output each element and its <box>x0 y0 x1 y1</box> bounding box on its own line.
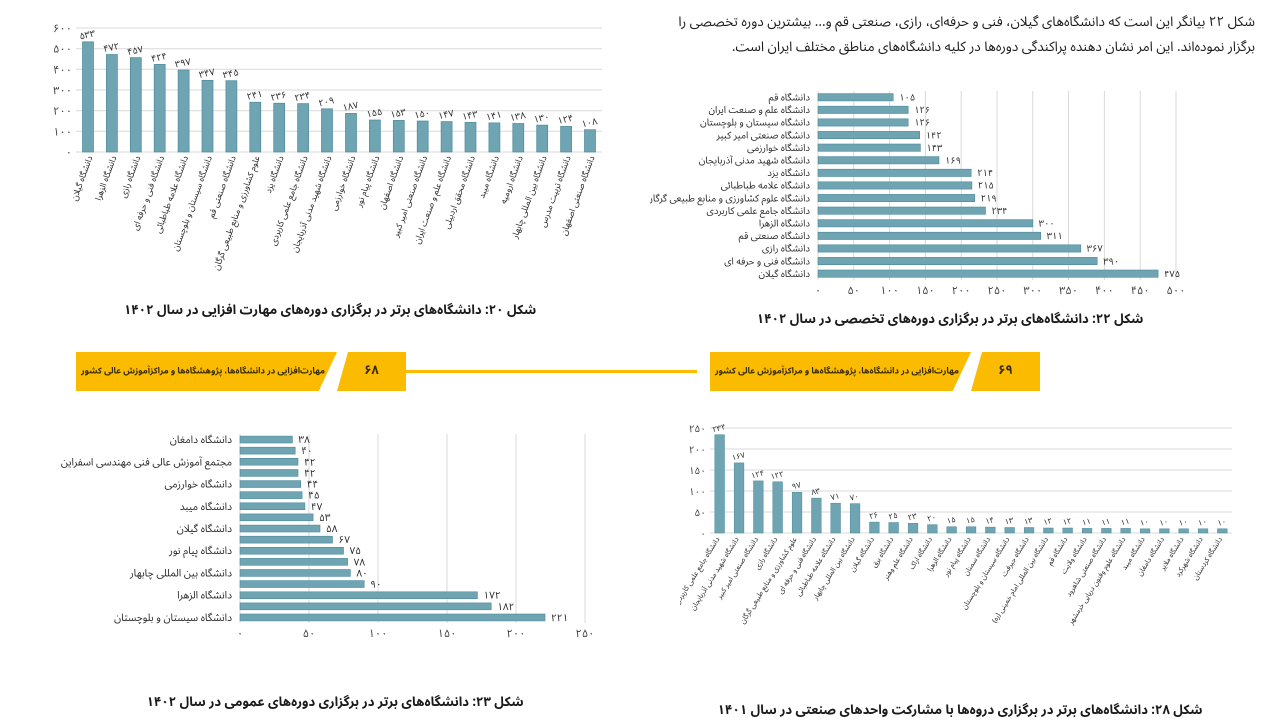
svg-text:۳۰۰: ۳۰۰ <box>53 80 72 103</box>
svg-text:۴۷۲: ۴۷۲ <box>101 36 121 59</box>
svg-text:۰: ۰ <box>700 524 706 545</box>
svg-text:۲۶: ۲۶ <box>867 506 880 525</box>
svg-text:۱۸۷: ۱۸۷ <box>340 95 360 118</box>
svg-text:۴۰۰: ۴۰۰ <box>1095 280 1114 303</box>
svg-text:۱۳۰: ۱۳۰ <box>532 107 552 130</box>
svg-text:۳۶۷: ۳۶۷ <box>1087 239 1104 259</box>
svg-text:۱۴: ۱۴ <box>983 511 996 530</box>
svg-text:۱۰۵: ۱۰۵ <box>899 88 915 108</box>
svg-text:۱۰: ۱۰ <box>1138 513 1151 532</box>
svg-text:۰: ۰ <box>815 280 821 303</box>
svg-text:۰: ۰ <box>66 142 72 165</box>
svg-text:۰: ۰ <box>237 623 243 646</box>
svg-text:۳۱۱: ۳۱۱ <box>1047 226 1063 246</box>
svg-text:۱۵۵: ۱۵۵ <box>364 102 384 125</box>
svg-text:۱۴۱: ۱۴۱ <box>484 105 504 128</box>
svg-text:مجتمع آموزش عالی فنی مهندسی اس: مجتمع آموزش عالی فنی مهندسی اسفراین <box>61 451 232 473</box>
svg-text:۱۵۰: ۱۵۰ <box>412 103 432 126</box>
svg-text:۱۰۰: ۱۰۰ <box>880 280 899 303</box>
svg-text:۲۳۴: ۲۳۴ <box>711 418 728 438</box>
svg-text:۳۹۰: ۳۹۰ <box>1103 251 1119 271</box>
svg-text:۱۰۰: ۱۰۰ <box>53 121 72 144</box>
svg-text:۱۴۳: ۱۴۳ <box>460 104 480 127</box>
svg-text:۵۰: ۵۰ <box>303 623 316 646</box>
svg-text:۳۴۷: ۳۴۷ <box>197 62 217 85</box>
svg-text:دانشگاه بین المللی چابهار: دانشگاه بین المللی چابهار <box>129 563 232 585</box>
svg-text:۲۵۰: ۲۵۰ <box>689 419 706 440</box>
svg-text:۴۷۵: ۴۷۵ <box>1164 264 1180 284</box>
svg-text:۱۲۲: ۱۲۲ <box>769 466 786 486</box>
svg-text:۱۰: ۱۰ <box>1196 513 1209 532</box>
svg-text:۱۵۰: ۱۵۰ <box>916 280 935 303</box>
svg-text:۲۵۰: ۲۵۰ <box>988 280 1007 303</box>
svg-text:۶۰۰: ۶۰۰ <box>53 18 72 41</box>
svg-text:۲۵۰: ۲۵۰ <box>576 623 595 646</box>
svg-text:۱۳۸: ۱۳۸ <box>508 105 528 128</box>
svg-text:۱۰۰: ۱۰۰ <box>689 482 706 503</box>
svg-text:۴۰۰: ۴۰۰ <box>53 59 72 82</box>
svg-text:۱۲۴: ۱۲۴ <box>556 108 576 131</box>
svg-text:۱۶۹: ۱۶۹ <box>945 151 961 171</box>
svg-text:۱۱: ۱۱ <box>1099 513 1112 532</box>
svg-text:۵۰۰: ۵۰۰ <box>53 39 72 62</box>
svg-text:۴۵۰: ۴۵۰ <box>1131 280 1150 303</box>
svg-text:۴۲۴: ۴۲۴ <box>149 46 169 69</box>
svg-text:۵۰: ۵۰ <box>695 503 706 524</box>
svg-text:۱۰۰: ۱۰۰ <box>369 623 388 646</box>
svg-text:۲۰۰: ۲۰۰ <box>689 440 706 461</box>
svg-text:۲۰۰: ۲۰۰ <box>507 623 526 646</box>
svg-text:۲۴۱: ۲۴۱ <box>245 84 265 107</box>
svg-text:دانشگاه گیلان: دانشگاه گیلان <box>177 518 232 540</box>
svg-text:۲۰۰: ۲۰۰ <box>952 280 971 303</box>
svg-text:دانشگاه پیام نور: دانشگاه پیام نور <box>168 540 232 562</box>
svg-text:۲۳۴: ۲۳۴ <box>992 201 1008 221</box>
svg-text:دانشگاه گیلان: دانشگاه گیلان <box>759 265 811 285</box>
svg-text:دانشگاه سیستان و بلوچستان: دانشگاه سیستان و بلوچستان <box>114 607 232 629</box>
svg-text:دانشگاه میبد: دانشگاه میبد <box>180 496 232 518</box>
svg-text:۱۱: ۱۱ <box>1080 513 1093 532</box>
svg-text:۲۰۹: ۲۰۹ <box>316 90 336 113</box>
svg-text:۱۰۸: ۱۰۸ <box>579 111 599 134</box>
svg-text:۳۵۰: ۳۵۰ <box>1059 280 1078 303</box>
svg-text:دانشگاه دامغان: دانشگاه دامغان <box>170 429 232 451</box>
svg-text:۴۵۷: ۴۵۷ <box>125 39 145 62</box>
svg-text:۱۵۰: ۱۵۰ <box>438 623 457 646</box>
svg-text:۱۵۳: ۱۵۳ <box>388 102 408 125</box>
svg-text:۲۳۴: ۲۳۴ <box>293 85 313 108</box>
svg-text:۵۰: ۵۰ <box>848 280 861 303</box>
svg-text:۱۵۰: ۱۵۰ <box>689 461 706 482</box>
svg-text:۲۰۰: ۲۰۰ <box>53 101 72 124</box>
svg-text:۱۴۷: ۱۴۷ <box>436 103 456 126</box>
svg-text:۱۲: ۱۲ <box>1041 512 1054 531</box>
svg-text:۱۰: ۱۰ <box>1215 513 1228 532</box>
svg-text:دانشگاه الزهرا: دانشگاه الزهرا <box>177 585 232 607</box>
svg-text:۱۴۳: ۱۴۳ <box>926 138 942 158</box>
svg-text:۳۰۰: ۳۰۰ <box>1023 280 1042 303</box>
svg-text:دانشگاه خوارزمی: دانشگاه خوارزمی <box>165 474 233 496</box>
svg-text:۳۹۷: ۳۹۷ <box>173 51 193 74</box>
svg-text:۲۳۶: ۲۳۶ <box>269 85 289 108</box>
svg-text:۳۴۵: ۳۴۵ <box>221 62 241 85</box>
svg-text:۲۲۱: ۲۲۱ <box>551 608 568 629</box>
svg-text:۱۲۴: ۱۲۴ <box>749 465 766 485</box>
svg-text:۱۰: ۱۰ <box>1157 513 1170 532</box>
svg-text:۵۳۳: ۵۳۳ <box>77 23 97 46</box>
svg-text:۱۵: ۱۵ <box>964 511 977 530</box>
